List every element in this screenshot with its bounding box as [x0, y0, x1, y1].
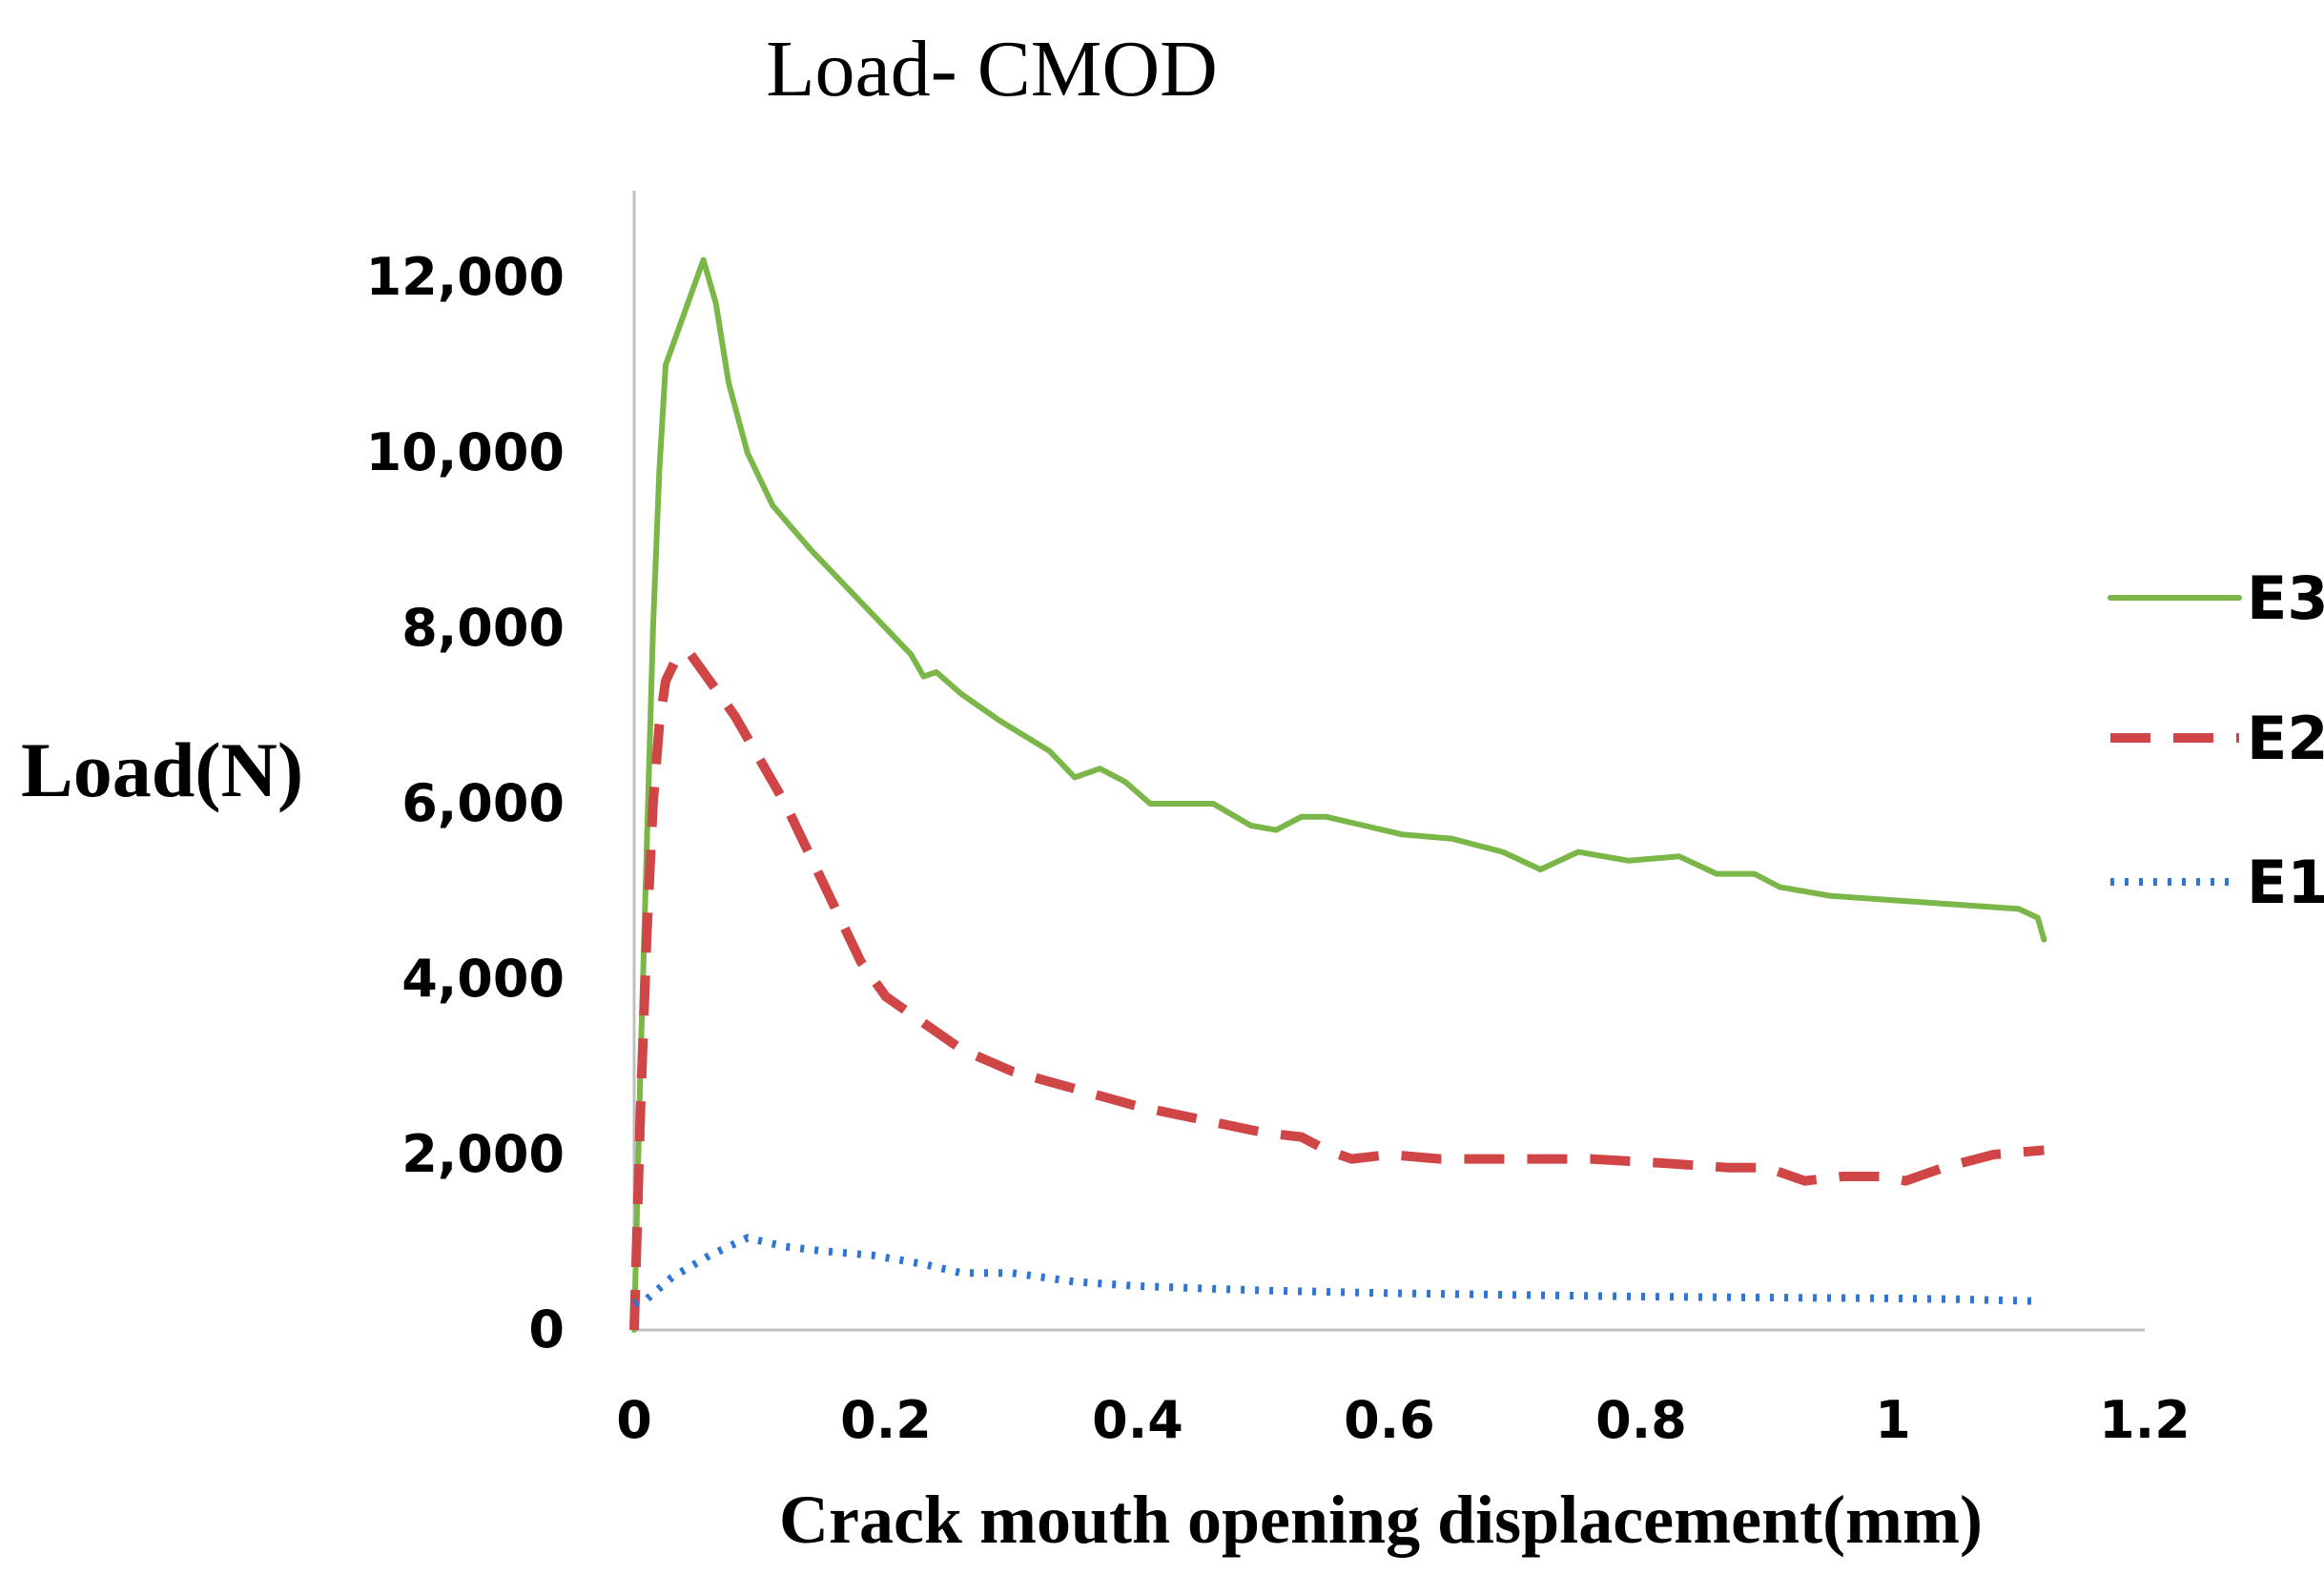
series-line-e2: [629, 649, 2045, 1331]
y-axis-label: Load(N): [21, 726, 303, 813]
legend-label-e2: E2: [2247, 704, 2324, 773]
x-tick-label: 0: [616, 1390, 652, 1450]
series-line-e3: [631, 256, 2047, 1333]
x-axis-label: Crack mouth opening displacement(mm): [779, 1482, 1983, 1558]
legend-label-e3: E3: [2247, 563, 2324, 633]
axes: [632, 191, 2145, 1332]
series-lines: [629, 256, 2047, 1333]
x-tick-label: 1: [1875, 1390, 1911, 1450]
x-axis-ticks: 0 0.2 0.4 0.6 0.8 1 1.2: [616, 1390, 2190, 1450]
legend: E3 E2 E1: [2108, 563, 2324, 917]
y-tick-label: 2,000: [401, 1124, 565, 1184]
y-tick-label: 6,000: [401, 773, 565, 833]
x-tick-label: 0.8: [1595, 1390, 1687, 1450]
y-tick-label: 4,000: [401, 949, 565, 1009]
y-tick-label: 8,000: [401, 598, 565, 658]
y-tick-label: 10,000: [366, 422, 565, 482]
y-axis-ticks: 0 2,000 4,000 6,000 8,000 10,000 12,000: [366, 247, 565, 1360]
y-tick-label: 0: [528, 1299, 565, 1360]
x-tick-label: 0.6: [1344, 1390, 1435, 1450]
x-tick-label: 1.2: [2099, 1390, 2190, 1450]
legend-label-e1: E1: [2247, 848, 2324, 917]
x-tick-label: 0.4: [1092, 1390, 1183, 1450]
y-tick-label: 12,000: [366, 247, 565, 307]
x-tick-label: 0.2: [840, 1390, 932, 1450]
chart-title: Load- CMOD: [766, 25, 1218, 113]
